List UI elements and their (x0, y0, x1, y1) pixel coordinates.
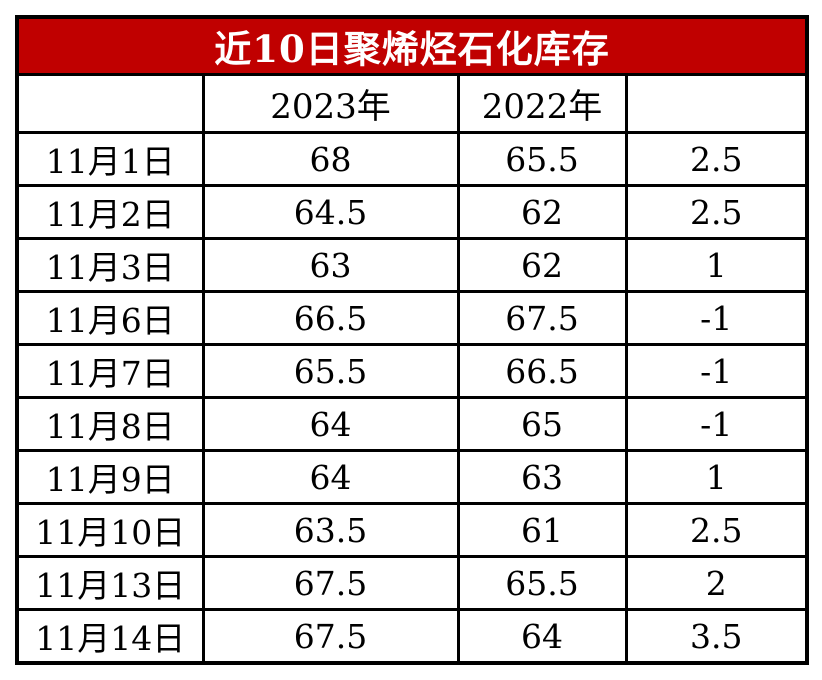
value-2023-cell: 67.5 (201, 608, 460, 665)
date-cell: 11月8日 (15, 396, 205, 452)
value-2022-cell: 66.5 (456, 343, 628, 399)
date-cell: 11月9日 (15, 449, 205, 505)
table-body: 11月1日 68 65.5 2.5 11月2日 64.5 62 2.5 11月3… (15, 131, 809, 665)
table-row: 11月14日 67.5 64 3.5 (15, 608, 809, 665)
header-blank-right (624, 73, 809, 134)
table-row: 11月7日 65.5 66.5 -1 (15, 343, 809, 399)
diff-cell: 1 (624, 237, 809, 293)
title-row: 近10日聚烯烃石化库存 (15, 15, 809, 76)
table-row: 11月13日 67.5 65.5 2 (15, 555, 809, 611)
diff-cell: 2.5 (624, 184, 809, 240)
table-title: 近10日聚烯烃石化库存 (15, 15, 809, 76)
value-2023-cell: 68 (201, 131, 460, 187)
diff-cell: 2 (624, 555, 809, 611)
table-row: 11月9日 64 63 1 (15, 449, 809, 505)
date-cell: 11月14日 (15, 608, 205, 665)
table-row: 11月1日 68 65.5 2.5 (15, 131, 809, 187)
table-row: 11月10日 63.5 61 2.5 (15, 502, 809, 558)
date-cell: 11月3日 (15, 237, 205, 293)
value-2022-cell: 65.5 (456, 555, 628, 611)
date-cell: 11月6日 (15, 290, 205, 346)
table-row: 11月6日 66.5 67.5 -1 (15, 290, 809, 346)
value-2022-cell: 64 (456, 608, 628, 665)
value-2023-cell: 66.5 (201, 290, 460, 346)
date-cell: 11月10日 (15, 502, 205, 558)
diff-cell: 1 (624, 449, 809, 505)
header-2022: 2022年 (456, 73, 628, 134)
header-2023: 2023年 (201, 73, 460, 134)
diff-cell: 3.5 (624, 608, 809, 665)
value-2022-cell: 62 (456, 237, 628, 293)
date-cell: 11月13日 (15, 555, 205, 611)
value-2023-cell: 63.5 (201, 502, 460, 558)
date-cell: 11月2日 (15, 184, 205, 240)
diff-cell: -1 (624, 343, 809, 399)
value-2022-cell: 65.5 (456, 131, 628, 187)
date-cell: 11月1日 (15, 131, 205, 187)
date-cell: 11月7日 (15, 343, 205, 399)
table-row: 11月2日 64.5 62 2.5 (15, 184, 809, 240)
value-2023-cell: 64 (201, 396, 460, 452)
header-blank-left (15, 73, 205, 134)
diff-cell: -1 (624, 290, 809, 346)
value-2023-cell: 65.5 (201, 343, 460, 399)
value-2022-cell: 65 (456, 396, 628, 452)
value-2022-cell: 62 (456, 184, 628, 240)
value-2023-cell: 64 (201, 449, 460, 505)
inventory-table: 近10日聚烯烃石化库存 2023年 2022年 11月1日 68 65.5 2.… (15, 15, 809, 665)
diff-cell: -1 (624, 396, 809, 452)
value-2022-cell: 61 (456, 502, 628, 558)
diff-cell: 2.5 (624, 502, 809, 558)
table-row: 11月3日 63 62 1 (15, 237, 809, 293)
value-2023-cell: 67.5 (201, 555, 460, 611)
diff-cell: 2.5 (624, 131, 809, 187)
value-2022-cell: 63 (456, 449, 628, 505)
table-row: 11月8日 64 65 -1 (15, 396, 809, 452)
value-2022-cell: 67.5 (456, 290, 628, 346)
value-2023-cell: 64.5 (201, 184, 460, 240)
header-row: 2023年 2022年 (15, 73, 809, 134)
value-2023-cell: 63 (201, 237, 460, 293)
